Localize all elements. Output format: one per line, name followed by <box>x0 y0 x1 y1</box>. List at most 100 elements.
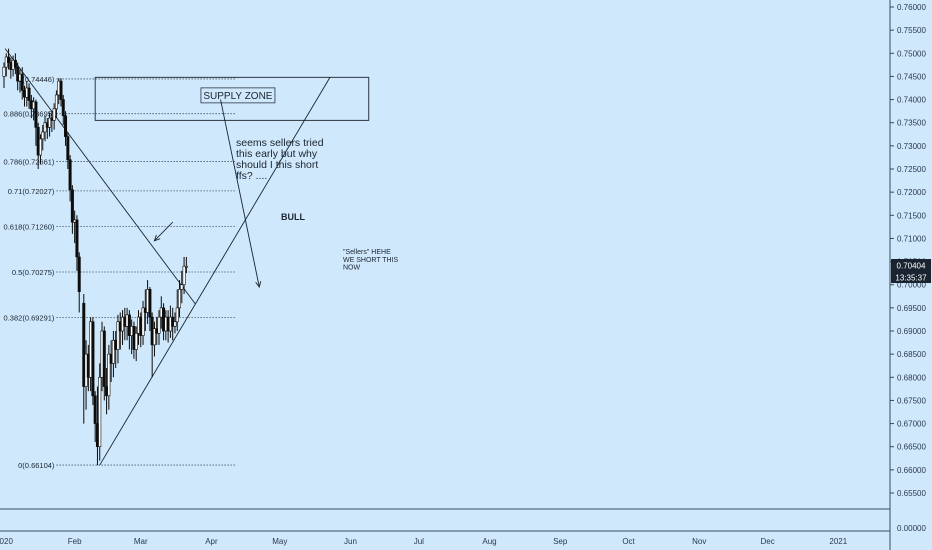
price-tick-label: 0.67500 <box>897 396 926 405</box>
candle-up <box>116 321 120 350</box>
time-tick-label: Dec <box>760 537 774 546</box>
price-tick-label: 0.68000 <box>897 373 926 382</box>
candle-up <box>111 339 115 364</box>
supply-zone-label: SUPPLY ZONE <box>203 91 272 102</box>
candle-up <box>52 108 56 121</box>
price-tick-label: 0.74500 <box>897 72 926 81</box>
candle-up <box>173 321 177 327</box>
candle-down <box>59 80 63 100</box>
candle-down <box>13 59 17 68</box>
candle-down <box>82 302 86 387</box>
volume-axis-label: 0.00000 <box>897 524 926 533</box>
time-tick-label: Oct <box>622 537 635 546</box>
supply-zone-label-box <box>200 87 276 104</box>
trendline <box>99 77 331 466</box>
candle-up <box>41 131 45 140</box>
supply-zone-group: SUPPLY ZONE <box>94 76 370 121</box>
price-tick-label: 0.75000 <box>897 49 926 58</box>
time-tick-label: Jul <box>414 537 424 546</box>
candle-up <box>107 353 111 397</box>
candle-up <box>134 333 138 350</box>
fib-level-label: 0.886(0.73695) <box>4 110 55 119</box>
candle-down <box>75 219 79 258</box>
arrow-shaft <box>154 221 174 242</box>
price-tick-label: 0.71000 <box>897 234 926 243</box>
plot-background <box>0 0 890 550</box>
candle-up <box>2 66 6 77</box>
price-tick-label: 0.67000 <box>897 420 926 429</box>
time-tick-label: Apr <box>205 537 218 546</box>
candle-up <box>157 316 161 334</box>
candle-up <box>48 117 52 128</box>
countdown-label: 13:35:37 <box>895 274 927 283</box>
price-tick-label: 0.73000 <box>897 142 926 151</box>
countdown-badge <box>891 271 931 284</box>
time-axis-ticks: 2020 Feb Mar Apr May Jun Jul Aug Sep Oct Nov Dec 202… <box>0 537 848 546</box>
candle-up <box>152 328 156 346</box>
price-tick-label: 0.76000 <box>897 3 926 12</box>
price-tick-label: 0.71500 <box>897 211 926 220</box>
price-tick-label: 0.72000 <box>897 188 926 197</box>
candle-up <box>54 94 58 110</box>
candles-group <box>2 48 188 466</box>
candle-up <box>180 284 184 290</box>
arrow-shaft <box>220 99 260 288</box>
time-tick-label: Nov <box>692 537 706 546</box>
price-tick-label: 0.65500 <box>897 489 926 498</box>
fib-level-label: 0.382(0.69291) <box>4 314 55 323</box>
price-tick-label: 0.69000 <box>897 327 926 336</box>
fib-level-label: 1(0.74446) <box>18 75 55 84</box>
time-tick-label: Sep <box>553 537 568 546</box>
arrow-head <box>255 281 262 289</box>
candle-down <box>91 321 95 397</box>
price-tick-label: 0.74000 <box>897 96 926 105</box>
candle-down <box>64 115 68 137</box>
price-tick-label: 0.66500 <box>897 443 926 452</box>
sellers-note-line: this early but why <box>236 148 318 160</box>
time-tick-label: Feb <box>68 537 82 546</box>
trendline-group <box>4 48 331 466</box>
candle-down <box>20 73 24 91</box>
short-note-line: NOW <box>343 265 361 272</box>
fib-level-label: 0.71(0.72027) <box>8 187 55 196</box>
price-tick-label: 0.68500 <box>897 350 926 359</box>
short-note: "Sellers" HEHE WE SHORT THIS NOW <box>343 249 399 272</box>
candle-up <box>38 138 42 156</box>
sellers-note-line: seems sellers tried <box>236 137 324 149</box>
sellers-note: seems sellers tried this early but why sho… <box>236 137 324 182</box>
short-note-line: WE SHORT THIS <box>343 257 399 264</box>
time-tick-label: 2020 <box>0 537 13 546</box>
fib-level-label: 0.786(0.72661) <box>4 158 55 167</box>
candle-up <box>184 265 188 268</box>
time-tick-label: 2021 <box>829 537 847 546</box>
fib-level-label: 0(0.66104) <box>18 461 55 470</box>
candle-down <box>68 159 72 191</box>
candle-down <box>61 99 65 117</box>
last-price-label: 0.70404 <box>897 262 926 271</box>
candle-down <box>66 136 70 161</box>
candle-up <box>141 307 145 336</box>
candle-down <box>148 289 152 318</box>
time-tick-label: Jun <box>344 537 357 546</box>
time-tick-label: Mar <box>134 537 148 546</box>
price-tick-label: 0.72500 <box>897 165 926 174</box>
fib-level-label: 0.5(0.70275) <box>12 268 55 277</box>
candle-up <box>98 376 102 448</box>
fib-level-label: 0.618(0.71260) <box>4 222 55 231</box>
candle-up <box>175 307 179 323</box>
last-price-badge <box>891 259 931 272</box>
candle-down <box>7 56 11 63</box>
short-note-line: "Sellers" HEHE <box>343 249 391 256</box>
candle-up <box>182 265 186 286</box>
candle-down <box>93 395 97 424</box>
sellers-note-line: ffs? .... <box>236 170 267 182</box>
time-tick-label: Aug <box>482 537 496 546</box>
sellers-note-line: should I this short <box>236 159 318 171</box>
price-tick-label: 0.69500 <box>897 304 926 313</box>
time-tick-label: May <box>272 537 287 546</box>
annotations-group: seems sellers tried this early but why sho… <box>236 137 399 272</box>
price-tick-label: 0.66000 <box>897 466 926 475</box>
price-tick-label: 0.70000 <box>897 281 926 290</box>
